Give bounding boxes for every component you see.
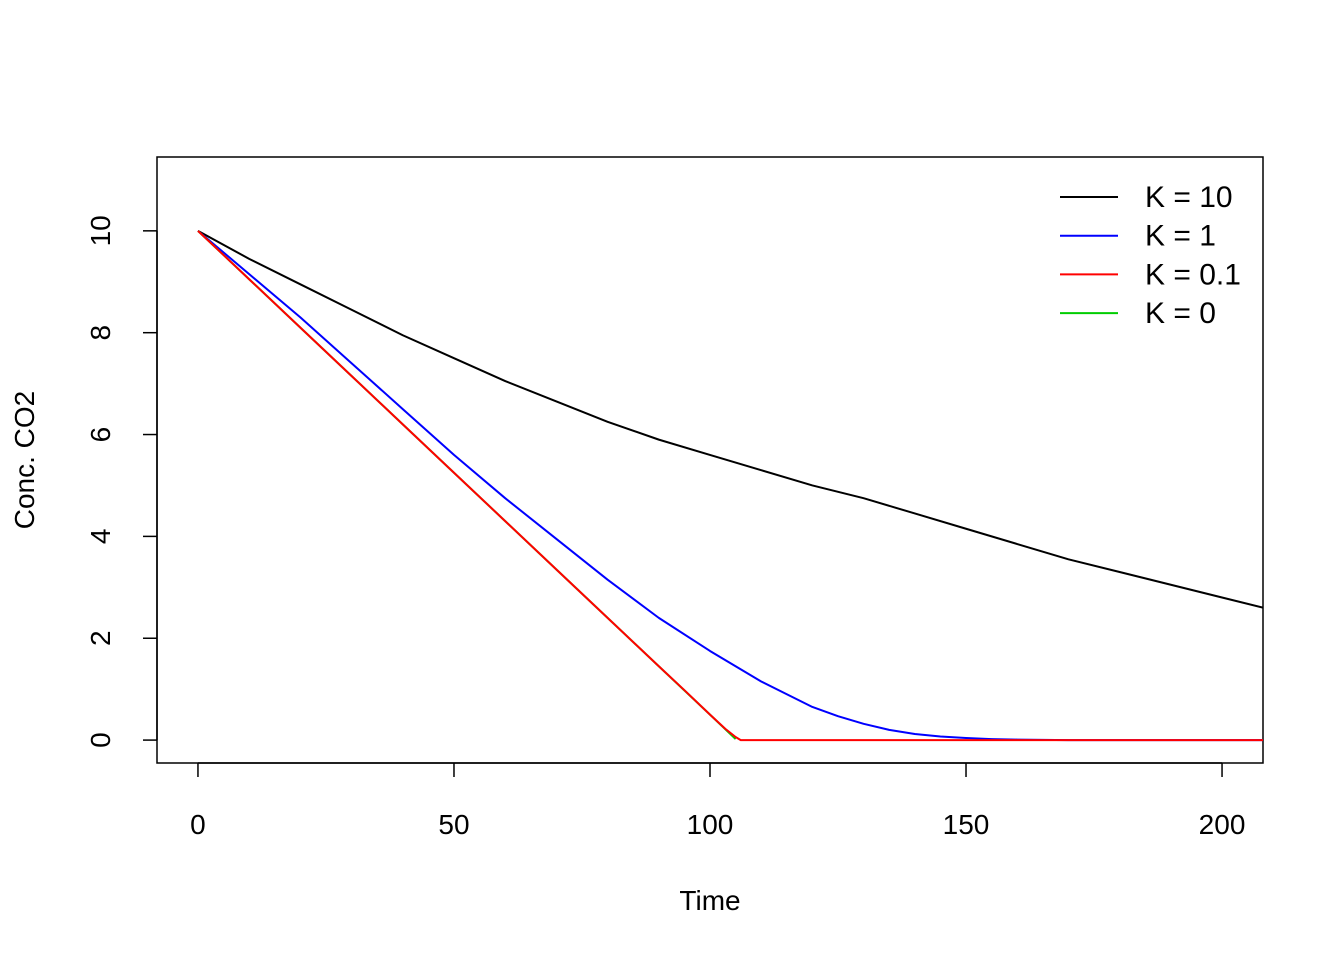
legend-label: K = 10 — [1145, 181, 1233, 214]
series-line-2 — [197, 230, 1263, 742]
x-tick-label: 0 — [190, 809, 206, 840]
x-tick-label: 50 — [438, 809, 469, 840]
series-layer — [197, 229, 1263, 742]
series-line-1 — [197, 230, 1263, 742]
legend-label: K = 1 — [1145, 220, 1216, 253]
y-axis: 0 2 4 6 8 10 — [85, 215, 158, 748]
legend: K = 10 K = 1 K = 0.1 K = 0 — [1060, 181, 1241, 330]
legend-label: K = 0.1 — [1145, 258, 1241, 291]
x-tick-label: 100 — [687, 809, 734, 840]
y-tick-label: 8 — [85, 325, 116, 341]
plot-box — [156, 156, 1264, 764]
x-tick-label: 200 — [1199, 809, 1246, 840]
y-tick-label: 4 — [85, 529, 116, 545]
y-tick-label: 10 — [85, 215, 116, 246]
x-tick-label: 150 — [943, 809, 990, 840]
x-axis: 0 50 100 150 200 — [190, 762, 1246, 840]
y-tick-label: 2 — [85, 630, 116, 646]
y-tick-label: 6 — [85, 427, 116, 443]
series-line-0 — [197, 229, 1263, 609]
x-axis-title: Time — [679, 885, 740, 916]
y-tick-label: 0 — [85, 732, 116, 748]
legend-label: K = 0 — [1145, 297, 1216, 330]
y-axis-title: Conc. CO2 — [9, 391, 40, 530]
